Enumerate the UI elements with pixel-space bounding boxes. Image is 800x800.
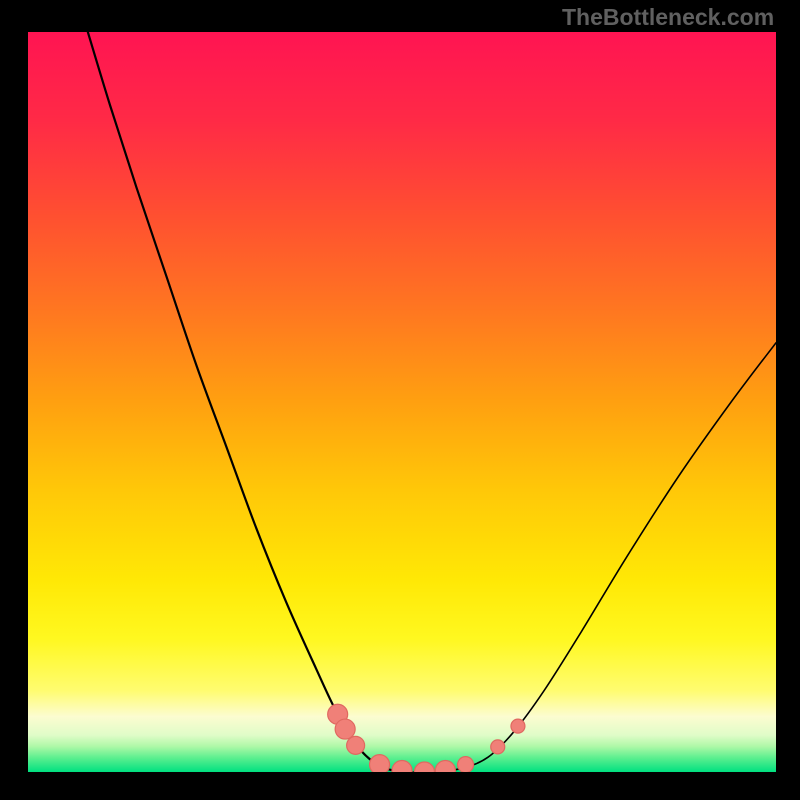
bottleneck-chart — [0, 0, 800, 800]
plot-background — [28, 32, 776, 772]
data-marker — [347, 736, 365, 754]
data-marker — [458, 757, 474, 773]
watermark-caption: TheBottleneck.com — [562, 4, 774, 31]
data-marker — [370, 755, 390, 775]
data-marker — [335, 719, 355, 739]
data-marker — [491, 740, 505, 754]
data-marker — [511, 719, 525, 733]
